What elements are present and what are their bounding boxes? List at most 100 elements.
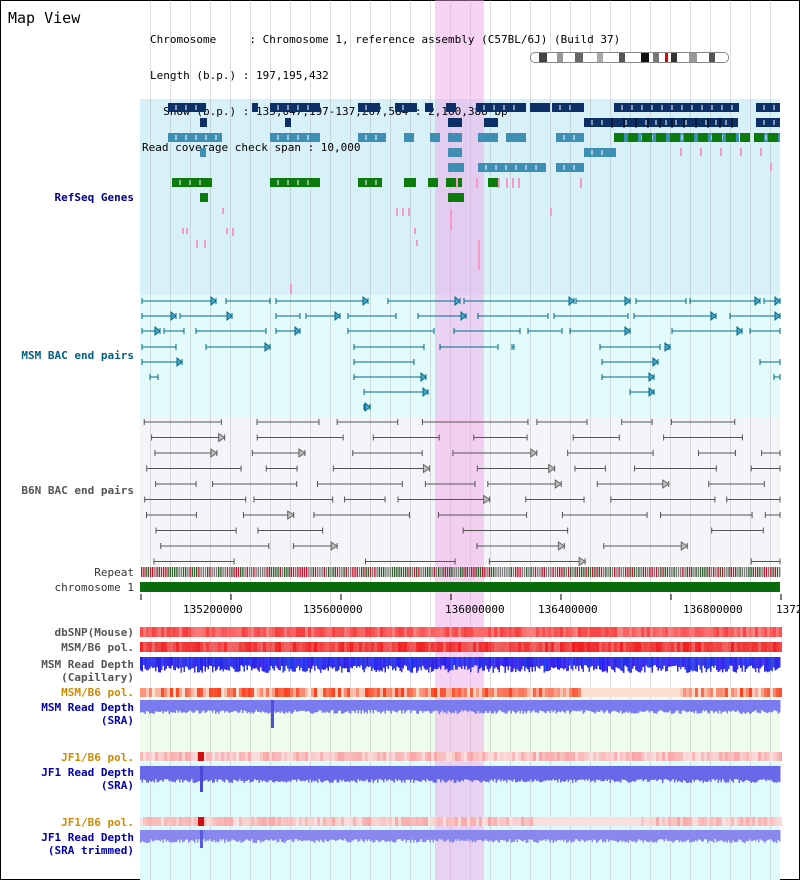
repeat-mark: [570, 567, 572, 577]
gene-pink-feature: [222, 208, 224, 214]
jf1-b6-pol-cell: [422, 752, 425, 761]
msm-sra-depth-bar: [299, 700, 301, 712]
msm-bac-arrow: [736, 325, 743, 337]
dbsnp-heat-cell: [275, 627, 278, 637]
dbsnp-heat-cell: [701, 627, 704, 637]
msm-sra-depth-bar: [708, 700, 710, 714]
jf1-trimmed-depth-bar: [623, 830, 625, 841]
repeat-mark: [455, 567, 457, 577]
jf1-trimmed-depth-bar: [383, 830, 385, 841]
selected-region-highlight[interactable]: [435, 0, 484, 880]
info-chromosome: Chromosome : Chromosome 1, reference ass…: [150, 33, 621, 46]
jf1-trimmed-depth-bar: [549, 830, 551, 843]
msm-sra-depth-bar: [302, 700, 304, 711]
jf1-b6-pol-cell: [683, 752, 686, 761]
msm-b6-pol-cell: [185, 688, 188, 697]
msm-capillary-depth-bar: [548, 657, 550, 671]
jf1-b6-pol-cell: [266, 752, 269, 761]
repeat-mark: [306, 567, 308, 577]
jf1-b6-pol-cell: [731, 817, 734, 826]
jf1-b6-pol-cell: [740, 752, 743, 761]
msm-b6-pol-cell: [311, 688, 314, 697]
dbsnp-heat-cell: [290, 627, 293, 637]
msm-capillary-depth-bar: [560, 657, 562, 669]
jf1-sra-depth-bar: [557, 766, 559, 783]
jf1-trimmed-depth-bar: [407, 830, 409, 841]
jf1-trimmed-depth-bar: [512, 830, 514, 842]
jf1-sra-depth-bar: [672, 766, 674, 780]
jf1-sra-depth-bar: [228, 766, 230, 783]
msm-b6-pol-cell: [497, 642, 500, 652]
dbsnp-heat-cell: [332, 627, 335, 637]
jf1-b6-pol-cell: [638, 817, 641, 826]
msm-sra-depth-bar: [258, 700, 260, 712]
jf1-trimmed-depth-bar: [288, 830, 290, 840]
msm-capillary-depth-bar: [426, 657, 428, 670]
msm-sra-depth-bar: [494, 700, 496, 712]
jf1-trimmed-depth-bar: [182, 830, 184, 843]
msm-sra-depth-bar: [677, 700, 679, 711]
jf1-b6-pol-cell: [749, 752, 752, 761]
jf1-trimmed-depth-bar: [282, 830, 284, 843]
repeat-mark: [466, 567, 468, 577]
msm-b6-pol-cell: [275, 688, 278, 697]
dbsnp-heat-cell: [152, 627, 155, 637]
repeat-mark: [310, 567, 312, 577]
jf1-trimmed-depth-bar: [389, 830, 391, 842]
msm-b6-pol-cell: [536, 688, 539, 697]
msm-b6-pol-cell: [395, 642, 398, 652]
gene-feature: [285, 118, 291, 127]
jf1-sra-depth-bar: [251, 766, 253, 783]
jf1-sra-depth-bar: [566, 766, 568, 780]
msm-b6-pol-cell: [410, 642, 413, 652]
msm-capillary-depth-bar: [330, 657, 332, 668]
jf1-sra-depth-bar: [500, 766, 502, 782]
jf1-sra-depth-bar: [386, 766, 388, 782]
msm-b6-pol-cell: [365, 642, 368, 652]
repeat-mark: [363, 567, 365, 577]
jf1-sra-depth-bar: [218, 766, 220, 780]
msm-b6-pol-cell: [164, 688, 167, 697]
msm-sra-depth-bar: [144, 700, 146, 714]
msm-sra-depth-bar: [168, 700, 170, 714]
msm-sra-depth-bar: [563, 700, 565, 712]
jf1-b6-pol-cell: [299, 752, 302, 761]
jf1-sra-depth-bar: [287, 766, 289, 782]
repeat-mark: [528, 567, 530, 577]
msm-b6-pol-cell: [143, 688, 146, 697]
msm-sra-depth-bar: [306, 700, 308, 712]
msm-sra-depth-bar: [645, 700, 647, 712]
msm-capillary-depth-bar: [246, 657, 248, 671]
chromosome-ideogram[interactable]: [530, 52, 729, 63]
msm-capillary-depth-bar: [258, 657, 260, 672]
jf1-sra-depth-bar: [542, 766, 544, 782]
jf1-sra-depth-bar: [629, 766, 631, 783]
jf1-sra-depth-bar: [740, 766, 742, 781]
msm-capillary-depth-bar: [510, 657, 512, 673]
msm-b6-pol-cell: [578, 688, 581, 697]
jf1-b6-pol-cell: [683, 817, 686, 826]
jf1-trimmed-depth-bar: [417, 830, 419, 843]
msm-capillary-depth-bar: [150, 657, 152, 667]
jf1-b6-pol-cell: [455, 752, 458, 761]
jf1-b6-pol-cell: [143, 817, 146, 826]
msm-b6-pol-cell: [503, 642, 506, 652]
msm-sra-depth-bar: [366, 700, 368, 714]
msm-b6-pol-cell: [770, 642, 773, 652]
jf1-sra-depth-bar: [302, 766, 304, 781]
msm-sra-depth-bar: [356, 700, 358, 711]
repeat-mark: [763, 567, 765, 577]
jf1-sra-depth-bar: [167, 766, 169, 780]
jf1-sra-depth-bar: [585, 766, 587, 780]
jf1-b6-pol-cell: [392, 817, 395, 826]
msm-bac-arrow: [226, 310, 233, 322]
jf1-b6-pol-cell: [647, 752, 650, 761]
msm-b6-pol-cell: [695, 642, 698, 652]
msm-sra-depth-bar: [722, 700, 724, 713]
label-jf1-b6-pol-2: JF1/B6 pol.: [61, 816, 134, 829]
msm-bac-arrow: [334, 310, 341, 322]
jf1-sra-depth-bar: [725, 766, 727, 783]
repeat-mark: [380, 567, 383, 577]
jf1-trimmed-depth-bar: [642, 830, 644, 843]
